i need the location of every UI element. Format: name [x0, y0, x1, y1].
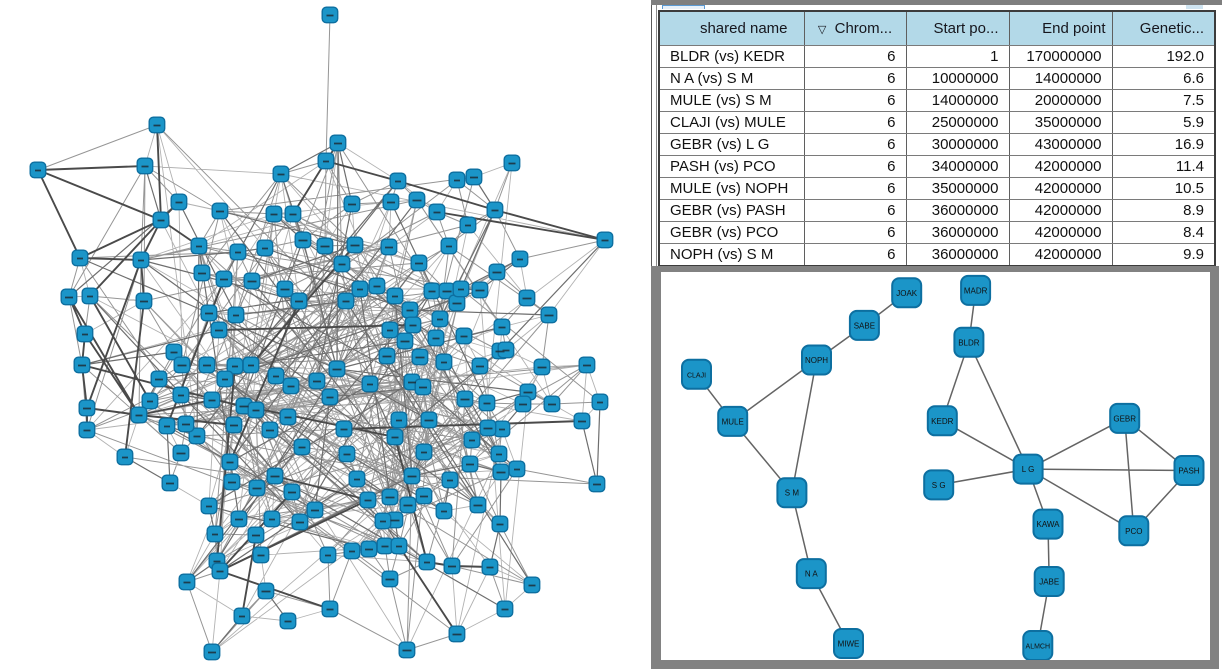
svg-text:MULE: MULE [722, 417, 744, 426]
svg-text:SABE: SABE [854, 321, 875, 330]
svg-text:S M: S M [785, 489, 800, 498]
svg-text:MADR: MADR [964, 286, 988, 295]
svg-text:S G: S G [932, 481, 946, 490]
svg-text:PASH: PASH [1178, 467, 1199, 476]
svg-text:KEDR: KEDR [931, 417, 953, 426]
svg-text:KAWA: KAWA [1037, 520, 1061, 529]
svg-text:N A: N A [805, 570, 819, 579]
svg-text:CLAJI: CLAJI [687, 372, 706, 379]
svg-text:NOPH: NOPH [805, 356, 828, 365]
svg-text:GEBR: GEBR [1113, 414, 1136, 423]
svg-text:BLDR: BLDR [958, 338, 980, 347]
svg-text:PCO: PCO [1125, 527, 1142, 536]
svg-text:MIWE: MIWE [838, 640, 860, 649]
svg-text:ALMCH: ALMCH [1026, 644, 1051, 651]
svg-text:L G: L G [1022, 465, 1035, 474]
svg-text:JOAK: JOAK [896, 289, 918, 298]
svg-text:JABE: JABE [1039, 578, 1059, 587]
